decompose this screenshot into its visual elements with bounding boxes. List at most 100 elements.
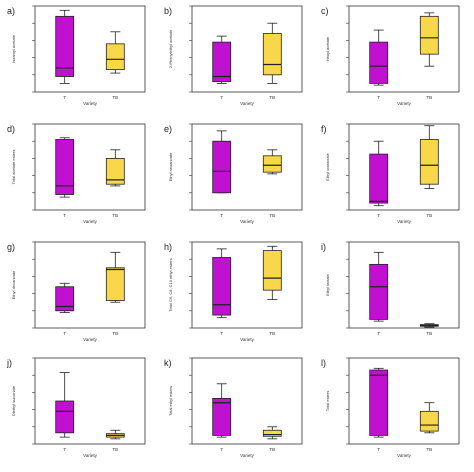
plot-frame: [348, 123, 460, 211]
x-tick-label: TB: [426, 213, 432, 218]
box-tb: [105, 251, 125, 303]
x-tick-label: TB: [269, 331, 275, 336]
x-tick-label: TB: [112, 95, 118, 100]
panel-label: k): [164, 358, 172, 368]
x-tick-label: T: [377, 331, 380, 336]
panel-h: h) Total C6, C8, C10 ethyl esters T TB Varie…: [164, 241, 303, 342]
x-tick-label: TB: [269, 95, 275, 100]
panel-label: g): [7, 242, 15, 252]
box-tb: [262, 149, 282, 175]
plot-frame: [348, 5, 460, 93]
plot-frame: [34, 123, 146, 211]
panel-label: e): [164, 124, 172, 134]
box-tb: [105, 429, 125, 440]
x-tick-label: T: [220, 447, 223, 452]
x-axis-title: Variety: [83, 219, 97, 224]
panel-label: b): [164, 6, 172, 16]
x-tick-label: T: [377, 213, 380, 218]
iqr-box: [212, 257, 232, 316]
plot-frame: [34, 357, 146, 445]
y-axis-title: Ethyl lactate: [325, 273, 330, 296]
iqr-box: [212, 398, 232, 436]
plot-frame: [191, 123, 303, 211]
iqr-box: [105, 43, 125, 71]
box-t: [369, 140, 389, 207]
plot-frame: [191, 5, 303, 93]
panel-i: i) Ethyl lactate T TB: [321, 241, 460, 336]
iqr-box: [419, 410, 439, 432]
iqr-box: [55, 15, 75, 77]
y-axis-title: Total C6, C8, C10 ethyl esters: [168, 258, 173, 311]
panel-l: l) Total esters T TB Variety: [321, 357, 460, 458]
panel-label: l): [321, 358, 326, 368]
panel-g: g) Ethyl decanoate T TB Variety: [7, 241, 146, 342]
iqr-box: [212, 140, 232, 194]
plot-frame: [191, 357, 303, 445]
panel-k: k) Total ethyl esters T TB Variety: [164, 357, 303, 458]
box-t: [369, 29, 389, 86]
y-axis-title: Diethyl succinate: [11, 385, 16, 416]
iqr-box: [262, 429, 282, 437]
x-axis-title: Variety: [83, 337, 97, 342]
x-axis-title: Variety: [240, 219, 254, 224]
x-tick-label: TB: [426, 95, 432, 100]
x-tick-label: TB: [426, 447, 432, 452]
panel-label: i): [321, 242, 326, 252]
y-axis-title: Ethyl decanoate: [11, 270, 16, 299]
x-axis-title: Variety: [240, 453, 254, 458]
x-axis-title: Variety: [240, 337, 254, 342]
panel-label: c): [321, 6, 329, 16]
panel-label: f): [321, 124, 327, 134]
box-t: [369, 367, 389, 438]
box-tb: [419, 402, 439, 434]
box-tb: [262, 245, 282, 301]
panel-f: f) Ethyl octanoate T TB Variety: [321, 123, 460, 224]
x-tick-label: T: [220, 213, 223, 218]
box-tb: [105, 31, 125, 74]
iqr-box: [369, 263, 389, 320]
iqr-box: [369, 41, 389, 84]
iqr-box: [212, 41, 232, 83]
box-t: [212, 248, 232, 319]
plot-frame: [34, 5, 146, 93]
iqr-box: [105, 158, 125, 185]
box-t: [55, 372, 75, 438]
iqr-box: [262, 250, 282, 291]
x-axis-title: Variety: [397, 453, 411, 458]
panel-b: b) 2-Phenylethyl acetate T TB Variety: [164, 5, 303, 106]
x-tick-label: T: [220, 95, 223, 100]
iqr-box: [369, 153, 389, 204]
iqr-box: [105, 267, 125, 301]
y-axis-title: Ethyl hexanoate: [168, 152, 173, 181]
x-tick-label: T: [377, 95, 380, 100]
y-axis-title: Total ethyl esters: [168, 386, 173, 416]
x-tick-label: T: [63, 447, 66, 452]
iqr-box: [369, 369, 389, 436]
plot-frame: [348, 357, 460, 445]
iqr-box: [55, 286, 75, 312]
x-tick-label: T: [220, 331, 223, 336]
iqr-box: [419, 139, 439, 185]
panel-j: j) Diethyl succinate T TB Variety: [6, 357, 146, 458]
x-axis-title: Variety: [397, 101, 411, 106]
box-t: [369, 251, 389, 322]
x-tick-label: T: [63, 95, 66, 100]
plot-frame: [191, 241, 303, 329]
box-t: [55, 137, 75, 198]
panel-label: j): [6, 358, 12, 368]
x-tick-label: TB: [112, 213, 118, 218]
x-axis-title: Variety: [397, 219, 411, 224]
box-t: [55, 9, 75, 84]
box-t: [212, 35, 232, 84]
iqr-box: [262, 155, 282, 173]
x-tick-label: TB: [269, 447, 275, 452]
box-tb: [105, 149, 125, 187]
y-axis-title: 2-Phenylethyl acetate: [168, 29, 173, 68]
panel-label: a): [7, 6, 15, 16]
y-axis-title: Ethyl octanoate: [325, 152, 330, 180]
box-t: [212, 383, 232, 438]
plot-frame: [348, 241, 460, 329]
box-tb: [419, 323, 439, 328]
